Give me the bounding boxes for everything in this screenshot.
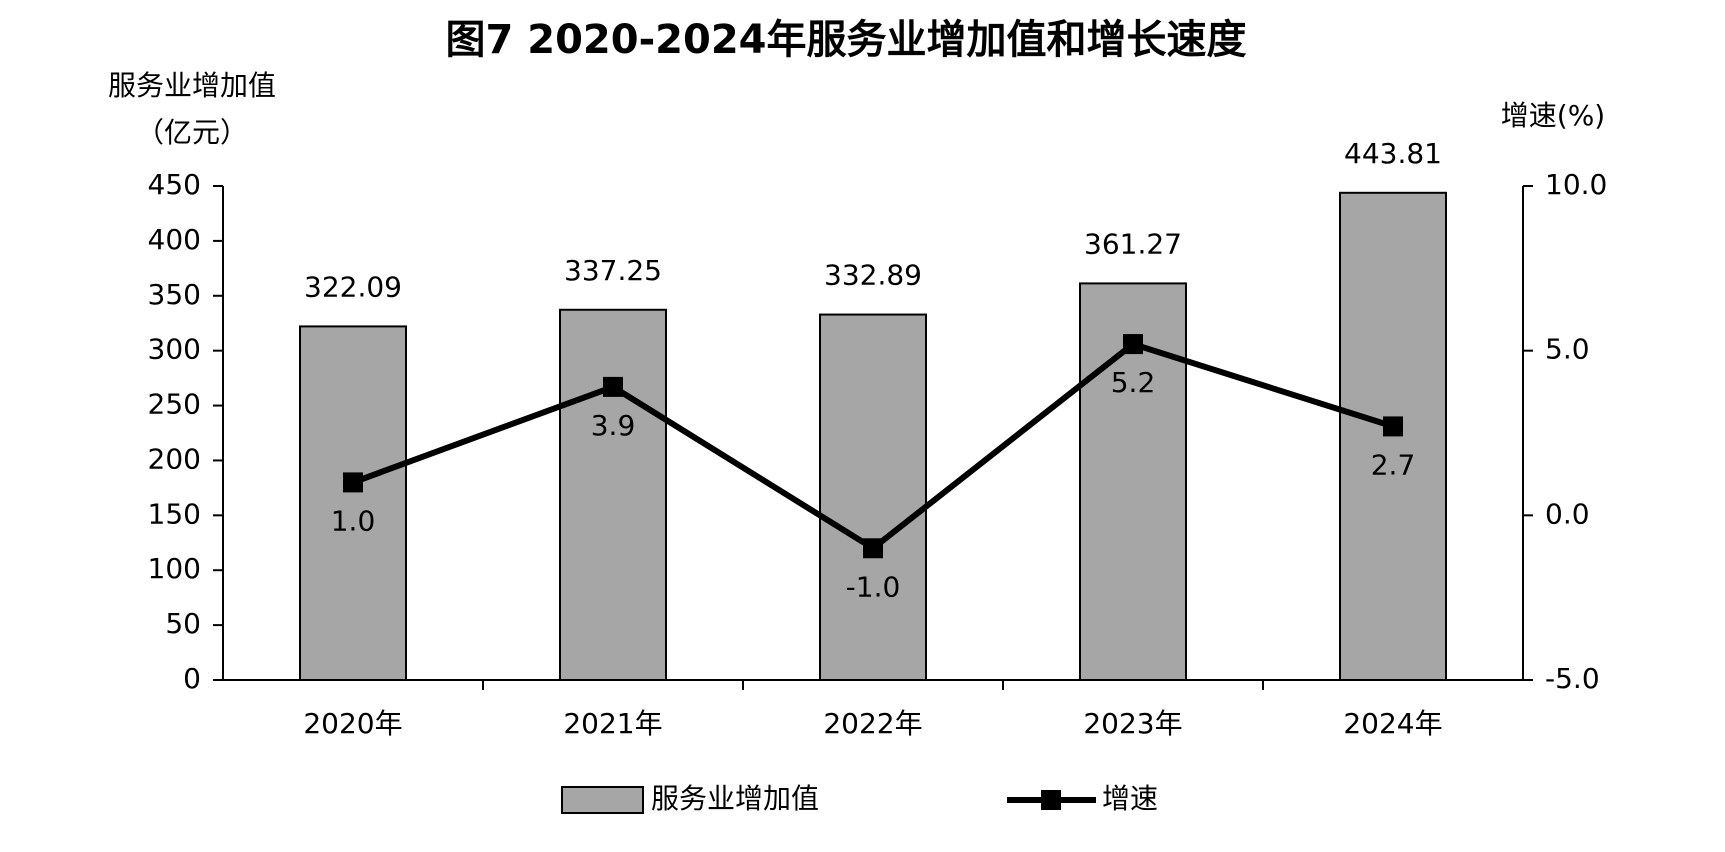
y-tick-label: 200 <box>148 442 201 475</box>
legend-label: 增速 <box>1102 782 1158 815</box>
bar <box>299 325 407 681</box>
y-tick-label: 50 <box>165 607 201 640</box>
y2-tick-label: 0.0 <box>1545 497 1590 530</box>
y-tick-label: 150 <box>148 497 201 530</box>
data-label: 443.81 <box>1344 137 1442 170</box>
data-label: 332.89 <box>824 259 922 292</box>
legend-label: 服务业增加值 <box>651 782 819 815</box>
x-tick-label: 2020年 <box>303 707 402 740</box>
line-marker <box>343 472 363 493</box>
y-tick-label: 0 <box>183 662 201 695</box>
line-marker <box>1123 334 1143 355</box>
y-tick-label: 450 <box>148 168 201 201</box>
y2-tick-label: 10.0 <box>1545 168 1607 201</box>
data-label: 3.9 <box>591 409 636 442</box>
y-tick-label: 250 <box>148 388 201 421</box>
y-tick-label: 100 <box>148 552 201 585</box>
y2-axis-label: 增速(%) <box>1501 99 1605 132</box>
y2-tick-label: -5.0 <box>1545 662 1600 695</box>
legend-swatch-marker <box>1041 790 1061 810</box>
data-label: 1.0 <box>331 504 376 537</box>
data-label: 5.2 <box>1111 366 1156 399</box>
y2-tick-label: 5.0 <box>1545 333 1590 366</box>
data-label: -1.0 <box>846 570 901 603</box>
data-label: 2.7 <box>1371 448 1416 481</box>
line-marker <box>1383 416 1403 437</box>
y-tick-label: 350 <box>148 278 201 311</box>
x-tick-label: 2021年 <box>563 707 662 740</box>
data-label: 322.09 <box>304 270 402 303</box>
line-marker <box>603 376 623 397</box>
bar <box>819 313 927 681</box>
y-axis-label: （亿元） <box>136 116 248 149</box>
y-tick-label: 300 <box>148 333 201 366</box>
legend-swatch <box>561 786 644 814</box>
x-tick-label: 2023年 <box>1083 707 1182 740</box>
bar <box>559 308 667 681</box>
x-tick-label: 2022年 <box>823 707 922 740</box>
data-label: 337.25 <box>564 254 662 287</box>
line-marker <box>863 538 883 559</box>
chart-title: 图7 2020-2024年服务业增加值和增长速度 <box>445 17 1246 63</box>
x-tick-label: 2024年 <box>1343 707 1442 740</box>
y-tick-label: 400 <box>148 223 201 256</box>
data-label: 361.27 <box>1084 227 1182 260</box>
y-axis-label: 服务业增加值 <box>108 69 276 102</box>
bar <box>1079 282 1187 681</box>
